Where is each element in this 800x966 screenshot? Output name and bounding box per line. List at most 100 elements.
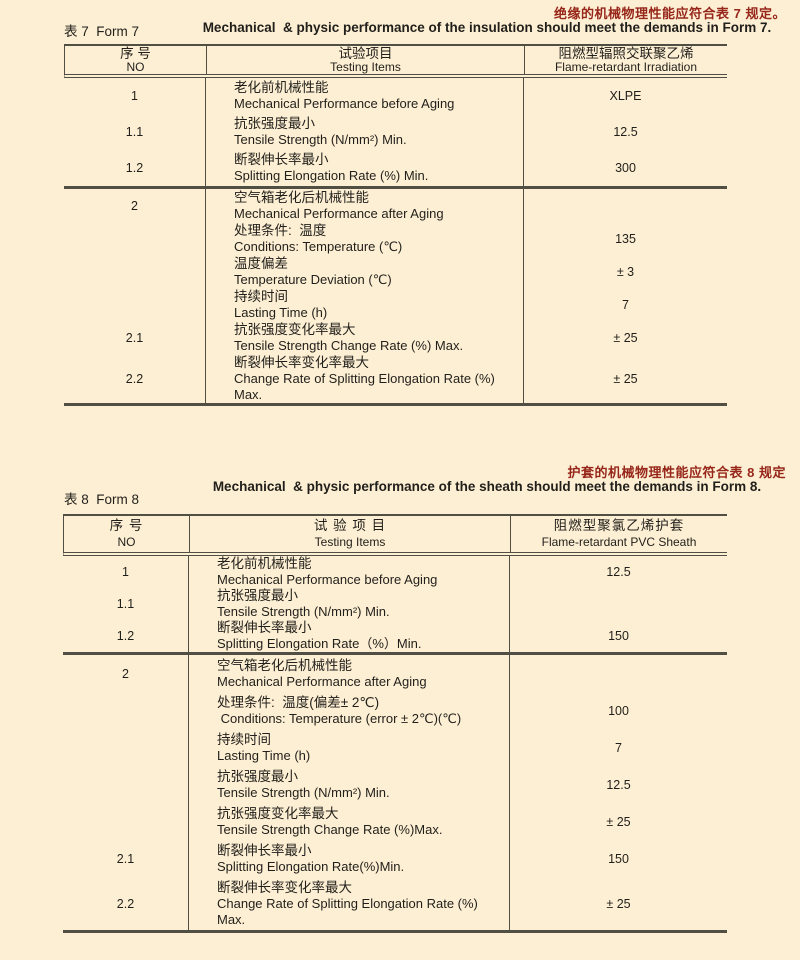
- row-item: 老化前机械性能 Mechanical Performance before Ag…: [205, 78, 523, 114]
- table-row: 2.1 断裂伸长率最小 Splitting Elongation Rate(%)…: [63, 840, 727, 877]
- form7-section-2: 2 空气箱老化后机械性能 Mechanical Performance afte…: [64, 189, 727, 406]
- row-value: 150: [509, 840, 727, 877]
- item-en: Conditions: Temperature (error ± 2℃)(℃): [217, 710, 462, 726]
- item-cn: 断裂伸长率变化率最大: [217, 879, 352, 895]
- row-value: ± 25: [509, 803, 727, 840]
- table-row: 持续时间 Lasting Time (h) 7: [63, 729, 727, 766]
- row-value: 7: [509, 729, 727, 766]
- header-no-column: 序 号 NO: [64, 516, 189, 552]
- row-value: ± 25: [523, 321, 727, 354]
- item-cn: 老化前机械性能: [217, 556, 312, 571]
- table-row: 2 空气箱老化后机械性能 Mechanical Performance afte…: [64, 189, 727, 222]
- item-cn: 断裂伸长率最小: [217, 620, 312, 635]
- table-row: 2.2 断裂伸长率变化率最大 Change Rate of Splitting …: [63, 877, 727, 930]
- form8-heading-row: 表 8 Form 8 Mechanical & physic performan…: [64, 479, 790, 508]
- form7-label: 表 7 Form 7: [64, 24, 140, 39]
- header-value-column: 阻燃型辐照交联聚乙烯 Flame-retardant Irradiation: [524, 46, 727, 74]
- row-no: 2: [122, 666, 129, 681]
- item-cn: 抗张强度最小: [234, 116, 315, 131]
- table-row: 1.1 抗张强度最小 Tensile Strength (N/mm²) Min.: [63, 588, 727, 620]
- row-item: 抗张强度最小 Tensile Strength (N/mm²) Min.: [188, 766, 509, 803]
- header-item-en: Testing Items: [330, 60, 401, 74]
- item-en: Mechanical Performance before Aging: [217, 572, 438, 587]
- table-row: 抗张强度变化率最大 Tensile Strength Change Rate (…: [63, 803, 727, 840]
- table-row: 持续时间 Lasting Time (h) 7: [64, 288, 727, 321]
- header-item-column: 试 验 项 目 Testing Items: [189, 516, 510, 552]
- row-item: 抗张强度最小 Tensile Strength (N/mm²) Min.: [205, 114, 523, 150]
- table-row: 温度偏差 Temperature Deviation (℃) ± 3: [64, 255, 727, 288]
- item-cn: 抗张强度变化率最大: [217, 805, 339, 821]
- row-no: 2.2: [116, 896, 135, 911]
- row-item: 空气箱老化后机械性能 Mechanical Performance after …: [205, 189, 523, 222]
- row-no: [64, 222, 205, 255]
- row-item: 处理条件: 温度 Conditions: Temperature (℃): [205, 222, 523, 255]
- item-cn: 处理条件: 温度: [234, 222, 327, 238]
- table-row: 1.2 断裂伸长率最小 Splitting Elongation Rate (%…: [64, 150, 727, 186]
- header-value-cn: 阻燃型辐照交联聚乙烯: [558, 46, 694, 61]
- item-en: Tensile Strength Change Rate (%)Max.: [217, 821, 443, 837]
- row-no: [63, 692, 188, 729]
- item-en: Tensile Strength Change Rate (%) Max.: [234, 337, 464, 353]
- form7-table: 序 号 NO 试验项目 Testing Items 阻燃型辐照交联聚乙烯 Fla…: [64, 44, 727, 406]
- item-en: Tensile Strength (N/mm²) Min.: [217, 784, 390, 800]
- table-row: 处理条件: 温度 Conditions: Temperature (℃) 135: [64, 222, 727, 255]
- item-en: Lasting Time (h): [217, 747, 311, 763]
- table-row: 抗张强度最小 Tensile Strength (N/mm²) Min. 12.…: [63, 766, 727, 803]
- table-row: 处理条件: 温度(偏差± 2℃) Conditions: Temperature…: [63, 692, 727, 729]
- item-cn: 抗张强度变化率最大: [234, 321, 356, 337]
- item-cn: 老化前机械性能: [234, 80, 329, 95]
- row-item: 断裂伸长率最小 Splitting Elongation Rate(%)Min.: [188, 840, 509, 877]
- row-value: 300: [523, 150, 727, 186]
- item-cn: 断裂伸长率最小: [217, 842, 312, 858]
- form7-heading-row: 表 7 Form 7 Mechanical & physic performan…: [64, 20, 790, 40]
- row-no: 2: [131, 198, 138, 213]
- form8-label: 表 8 Form 8: [64, 492, 140, 507]
- item-cn: 断裂伸长率变化率最大: [234, 354, 369, 370]
- form7-notice-cn: 绝缘的机械物理性能应符合表 7 规定。: [554, 6, 786, 21]
- row-value: ± 25: [523, 354, 727, 403]
- row-item: 断裂伸长率最小 Splitting Elongation Rate（%）Min.: [188, 620, 509, 652]
- row-item: 空气箱老化后机械性能 Mechanical Performance after …: [188, 655, 509, 692]
- item-en: Lasting Time (h): [234, 304, 328, 320]
- row-no: 1.1: [116, 597, 135, 611]
- item-en: Conditions: Temperature (℃): [234, 238, 403, 254]
- item-cn: 温度偏差: [234, 255, 288, 271]
- row-item: 温度偏差 Temperature Deviation (℃): [205, 255, 523, 288]
- row-value: [509, 588, 727, 620]
- item-en: Mechanical Performance before Aging: [234, 96, 455, 111]
- form8-table: 序 号 NO 试 验 项 目 Testing Items 阻燃型聚氯乙烯护套 F…: [63, 514, 727, 933]
- header-no-cn: 序 号: [109, 518, 144, 533]
- form7-title-en: Mechanical & physic performance of the i…: [202, 20, 772, 35]
- table-row: 2 空气箱老化后机械性能 Mechanical Performance afte…: [63, 655, 727, 692]
- form8-section-2: 2 空气箱老化后机械性能 Mechanical Performance afte…: [63, 655, 727, 933]
- form8-table-header: 序 号 NO 试 验 项 目 Testing Items 阻燃型聚氯乙烯护套 F…: [63, 514, 727, 556]
- item-cn: 处理条件: 温度(偏差± 2℃): [217, 694, 380, 710]
- item-en: Mechanical Performance after Aging: [234, 205, 444, 221]
- item-cn: 持续时间: [234, 288, 288, 304]
- row-no: 1: [122, 565, 129, 579]
- row-no: 1.2: [125, 161, 144, 175]
- table-row: 2.1 抗张强度变化率最大 Tensile Strength Change Ra…: [64, 321, 727, 354]
- row-no: [63, 766, 188, 803]
- header-value-cn: 阻燃型聚氯乙烯护套: [553, 518, 685, 533]
- row-value: 12.5: [509, 766, 727, 803]
- row-no: [64, 255, 205, 288]
- row-item: 抗张强度最小 Tensile Strength (N/mm²) Min.: [188, 588, 509, 620]
- item-en: Change Rate of Splitting Elongation Rate…: [217, 895, 482, 927]
- item-en: Splitting Elongation Rate（%）Min.: [217, 636, 422, 651]
- row-value: ± 25: [509, 877, 727, 930]
- row-item: 抗张强度变化率最大 Tensile Strength Change Rate (…: [188, 803, 509, 840]
- row-item: 断裂伸长率最小 Splitting Elongation Rate (%) Mi…: [205, 150, 523, 186]
- item-cn: 断裂伸长率最小: [234, 152, 329, 167]
- row-no: 2.1: [125, 330, 144, 345]
- row-value: 100: [509, 692, 727, 729]
- row-value: 150: [509, 620, 727, 652]
- item-en: Temperature Deviation (℃): [234, 271, 392, 287]
- form8-section-1: 1 老化前机械性能 Mechanical Performance before …: [63, 556, 727, 655]
- form7-table-header: 序 号 NO 试验项目 Testing Items 阻燃型辐照交联聚乙烯 Fla…: [64, 44, 727, 78]
- row-item: 老化前机械性能 Mechanical Performance before Ag…: [188, 556, 509, 588]
- row-no: 1: [131, 89, 138, 103]
- table-row: 1 老化前机械性能 Mechanical Performance before …: [63, 556, 727, 588]
- row-no: 1.2: [116, 629, 135, 643]
